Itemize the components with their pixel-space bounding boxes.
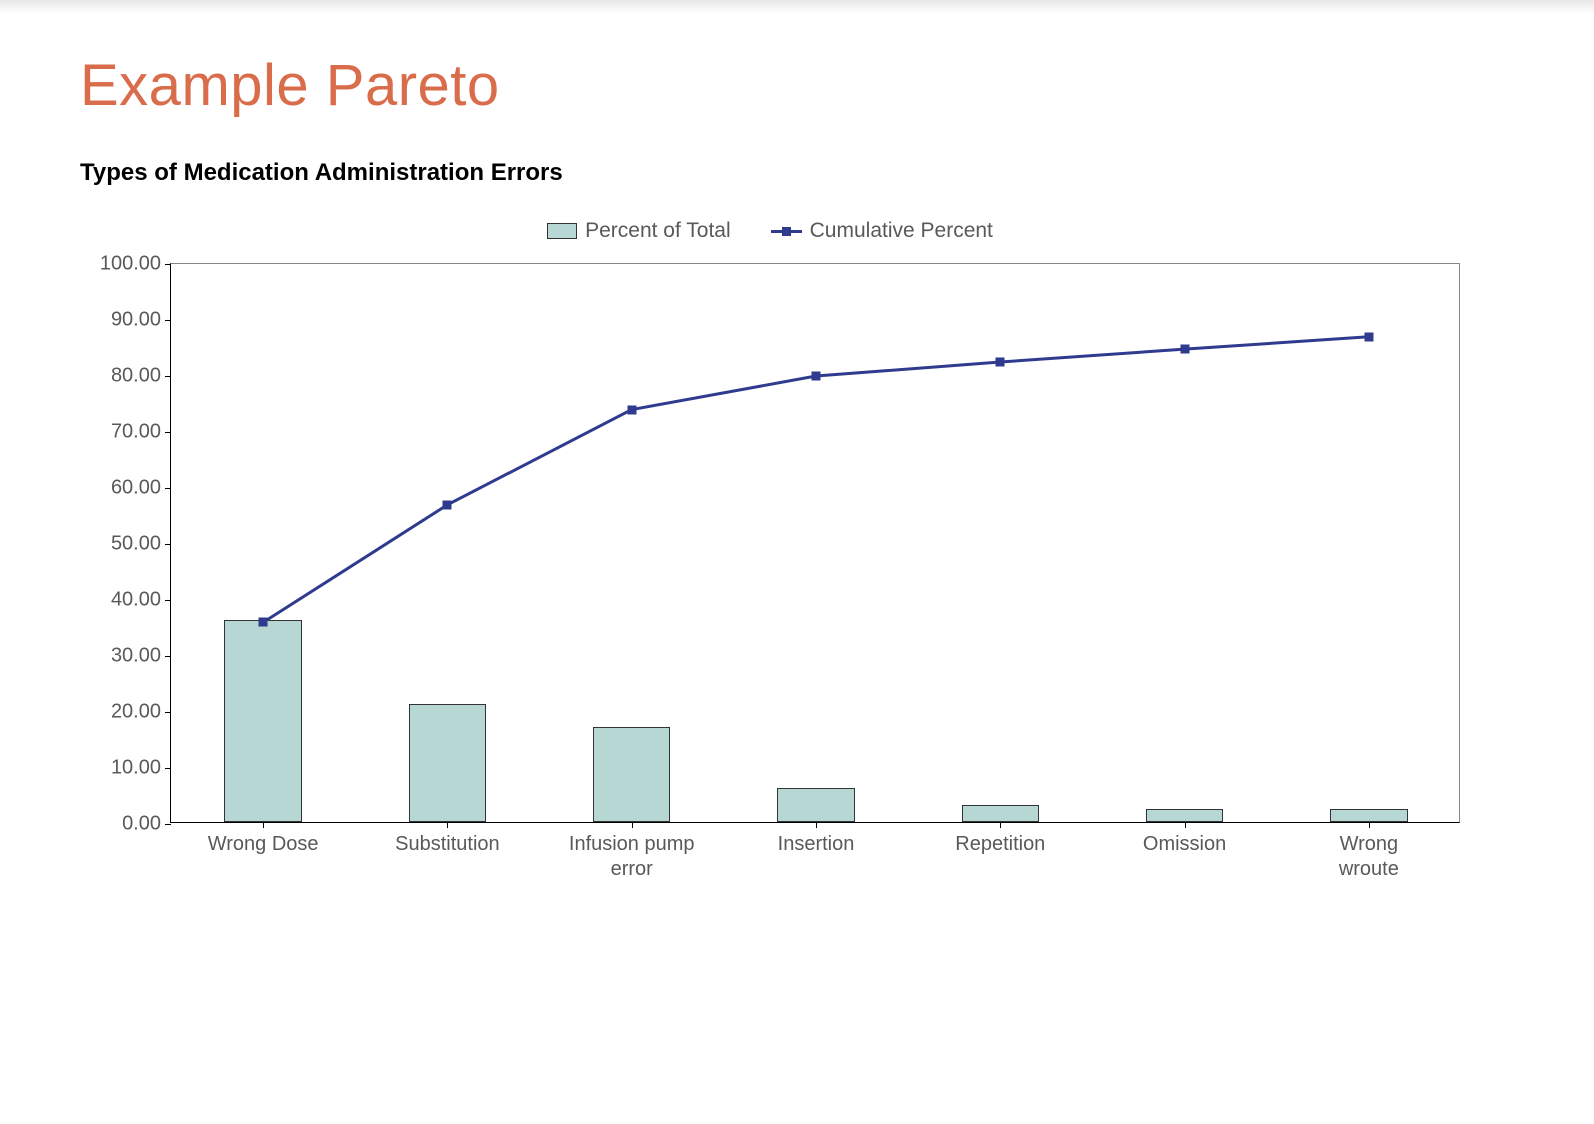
x-tick-mark [816,822,817,828]
y-tick-mark [165,824,171,825]
x-tick-mark [1185,822,1186,828]
y-tick-mark [165,320,171,321]
legend-line-label: Cumulative Percent [810,219,993,243]
cumulative-line [171,264,1461,824]
y-tick-label: 30.00 [111,645,161,668]
chart-subtitle: Types of Medication Administration Error… [80,159,1514,187]
bar [593,727,670,822]
y-tick-label: 70.00 [111,421,161,444]
x-tick-mark [263,822,264,828]
page-title: Example Pareto [80,52,1514,119]
x-tick-mark [632,822,633,828]
y-tick-mark [165,600,171,601]
bar [1146,809,1223,822]
y-tick-mark [165,264,171,265]
y-tick-mark [165,376,171,377]
x-tick-label: Omission [1143,832,1226,857]
x-tick-label: Repetition [955,832,1045,857]
y-tick-mark [165,432,171,433]
pareto-chart: Percent of Total Cumulative Percent 0.00… [80,211,1460,931]
bar [1330,809,1407,822]
legend-swatch-line-icon [771,227,802,236]
top-gradient [0,0,1594,14]
y-tick-mark [165,768,171,769]
y-tick-label: 90.00 [111,309,161,332]
legend-bar-label: Percent of Total [585,219,731,243]
bar [224,620,301,822]
y-tick-label: 60.00 [111,477,161,500]
legend-item-line: Cumulative Percent [771,219,993,243]
bar [962,805,1039,822]
line-marker [996,358,1005,367]
x-tick-label: Insertion [778,832,855,857]
line-marker [1180,345,1189,354]
y-tick-label: 20.00 [111,701,161,724]
y-tick-label: 80.00 [111,365,161,388]
y-tick-mark [165,544,171,545]
x-tick-mark [1369,822,1370,828]
legend-item-bars: Percent of Total [547,219,731,243]
x-tick-label: Infusion pump error [569,832,695,882]
x-tick-label: Wrong Dose [208,832,319,857]
plot-area: 0.0010.0020.0030.0040.0050.0060.0070.008… [170,263,1460,823]
line-marker [259,618,268,627]
y-tick-label: 40.00 [111,589,161,612]
y-tick-mark [165,712,171,713]
chart-legend: Percent of Total Cumulative Percent [80,211,1460,251]
slide-content: Example Pareto Types of Medication Admin… [80,52,1514,931]
y-tick-label: 100.00 [100,253,161,276]
x-tick-label: Wrong wroute [1324,832,1414,882]
line-marker [443,500,452,509]
line-marker [627,405,636,414]
y-tick-mark [165,488,171,489]
x-tick-mark [447,822,448,828]
y-tick-label: 0.00 [122,813,161,836]
y-tick-label: 10.00 [111,757,161,780]
y-tick-mark [165,656,171,657]
bar [777,788,854,822]
y-tick-label: 50.00 [111,533,161,556]
legend-swatch-bar-icon [547,223,577,239]
x-tick-label: Substitution [395,832,500,857]
bar [409,704,486,822]
x-tick-mark [1000,822,1001,828]
line-marker [1364,332,1373,341]
line-marker [812,372,821,381]
